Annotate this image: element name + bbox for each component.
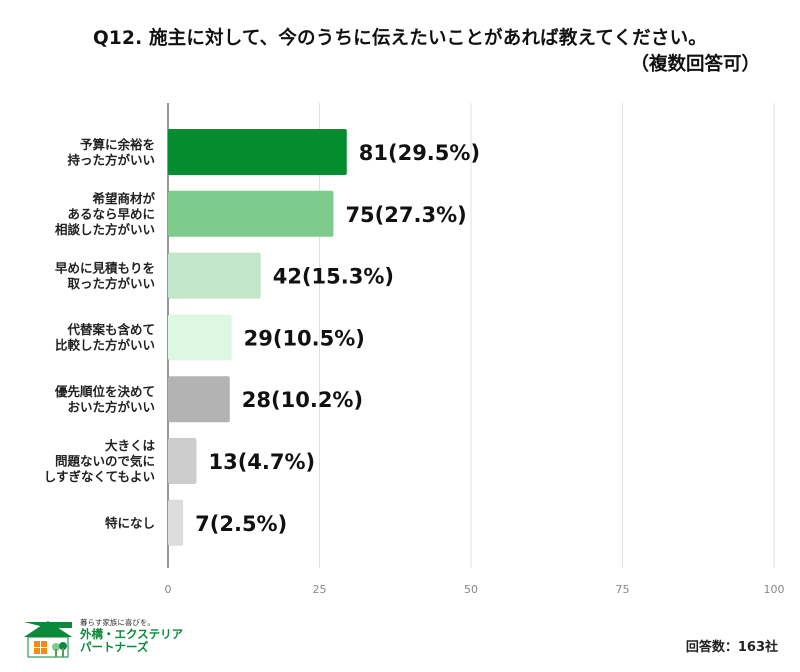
- company-logo: 暮らす家族に喜びを。 外構・エクステリア パートナーズ: [22, 617, 222, 661]
- bar-value-label: 28(10.2%): [242, 388, 363, 412]
- bar-value-label: 7(2.5%): [195, 512, 287, 536]
- bar: [168, 314, 232, 361]
- logo-tagline: 暮らす家族に喜びを。: [80, 618, 155, 627]
- logo-name-line2: パートナーズ: [80, 640, 149, 654]
- bar: [168, 376, 230, 423]
- bar-value-label: 81(29.5%): [359, 141, 480, 165]
- chart-title: Q12. 施主に対して、今のうちに伝えたいことがあれば教えてください。: [93, 28, 707, 49]
- category-label: 早めに見積もりを取った方がいい: [55, 260, 155, 291]
- logo-name: 外構・エクステリア パートナーズ: [80, 628, 183, 654]
- x-tick-label: 25: [313, 583, 327, 596]
- bar: [168, 129, 347, 175]
- bar-value-label: 29(10.5%): [244, 326, 365, 350]
- bar-value-label: 75(27.3%): [345, 203, 466, 227]
- logo-house-icon: [24, 621, 72, 658]
- x-tick-label: 100: [764, 583, 785, 596]
- category-label: 予算に余裕を持った方がいい: [67, 137, 155, 168]
- category-label: 希望商材があるなら早めに相談した方がいい: [55, 191, 156, 237]
- category-label: 大きくは問題ないので気にしすぎなくてもよい: [44, 438, 156, 484]
- x-tick-label: 75: [616, 583, 630, 596]
- x-tick-label: 0: [165, 583, 172, 596]
- bar: [168, 190, 334, 237]
- category-label: 代替案も含めて比較した方がいい: [55, 322, 155, 353]
- bar: [168, 499, 184, 546]
- bar: [168, 438, 197, 484]
- chart-subtitle: （複数回答可）: [630, 54, 760, 75]
- bar-value-label: 13(4.7%): [208, 450, 315, 474]
- bar-value-label: 42(15.3%): [273, 265, 394, 289]
- logo-name-line1: 外構・エクステリア: [80, 627, 184, 641]
- x-tick-label: 50: [464, 583, 478, 596]
- bar: [168, 252, 261, 299]
- response-count: 回答数：163社: [685, 640, 778, 655]
- category-label: 優先順位を決めておいた方がいい: [54, 384, 155, 415]
- category-label: 特になし: [105, 515, 155, 530]
